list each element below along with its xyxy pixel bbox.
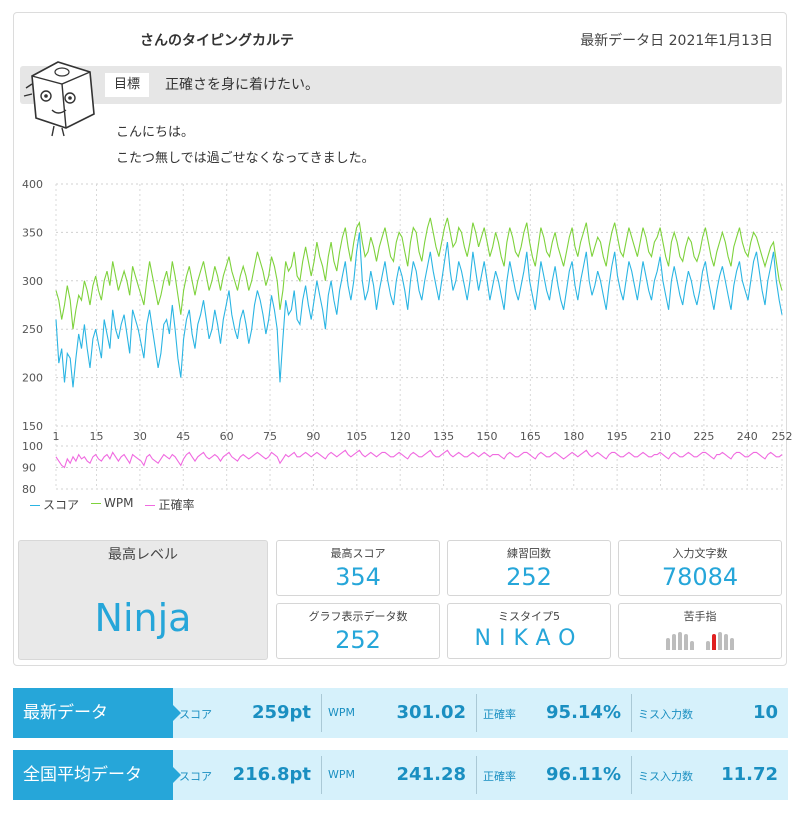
weak-finger-icon [619, 628, 781, 650]
average-wpm: WPM 241.28 [321, 756, 476, 794]
average-data-row: 全国平均データ スコア 216.8pt WPM 241.28 正確率 96.11% ミ… [13, 750, 788, 800]
greeting-line-1: こんにちは。 [116, 125, 195, 140]
chart-legend: スコア WPM 正確率 [30, 496, 195, 513]
legend-item-score: スコア [30, 496, 79, 513]
stat-label: ミスタイプ5 [498, 610, 560, 623]
average-miss: ミス入力数 11.72 [631, 756, 788, 794]
latest-data-row: 最新データ スコア 259pt WPM 301.02 正確率 95.14% ミス入力数… [13, 688, 788, 738]
mascot-icon [23, 61, 95, 137]
stat-value: 252 [506, 563, 552, 591]
stat-value: 252 [335, 626, 381, 654]
stat-label: 練習回数 [507, 547, 551, 560]
stat-label: 最高スコア [330, 547, 386, 560]
stat-chars-typed: 入力文字数 78084 [618, 540, 782, 596]
level-title: 最高レベル [108, 547, 178, 563]
latest-accuracy: 正確率 95.14% [476, 694, 631, 732]
stat-label: グラフ表示データ数 [308, 610, 408, 623]
average-accuracy: 正確率 96.11% [476, 756, 631, 794]
stat-graph-count: グラフ表示データ数 252 [276, 603, 440, 659]
latest-wpm: WPM 301.02 [321, 694, 476, 732]
page-title: さんのタイピングカルテ [140, 33, 294, 49]
level-panel [18, 540, 268, 660]
legend-item-wpm: WPM [91, 496, 133, 513]
stat-best-score: 最高スコア 354 [276, 540, 440, 596]
latest-data-date: 最新データ日 2021年1月13日 [580, 33, 773, 49]
average-score: スコア 216.8pt [179, 764, 311, 785]
stat-miss-top5: ミスタイプ5 NIKAO [447, 603, 611, 659]
right-hand-icon [706, 628, 734, 650]
stat-practice-count: 練習回数 252 [447, 540, 611, 596]
left-hand-icon [666, 628, 694, 650]
stat-value: 354 [335, 563, 381, 591]
goal-tag: 目標 [105, 73, 149, 97]
stat-label: 入力文字数 [672, 547, 728, 560]
level-value: Ninja [94, 596, 192, 640]
latest-score: スコア 259pt [179, 702, 311, 723]
stat-value: 78084 [661, 563, 739, 591]
stat-value: NIKAO [474, 626, 584, 651]
greeting-line-2: こたつ無しでは過ごせなくなってきました。 [116, 151, 375, 166]
latest-miss: ミス入力数 10 [631, 694, 788, 732]
stat-label: 苦手指 [683, 610, 717, 623]
row-label: 全国平均データ [13, 750, 181, 800]
stat-weak-finger: 苦手指 [618, 603, 782, 659]
row-label: 最新データ [13, 688, 181, 738]
legend-item-accuracy: 正確率 [145, 496, 195, 513]
goal-text: 正確さを身に着けたい。 [165, 77, 319, 93]
